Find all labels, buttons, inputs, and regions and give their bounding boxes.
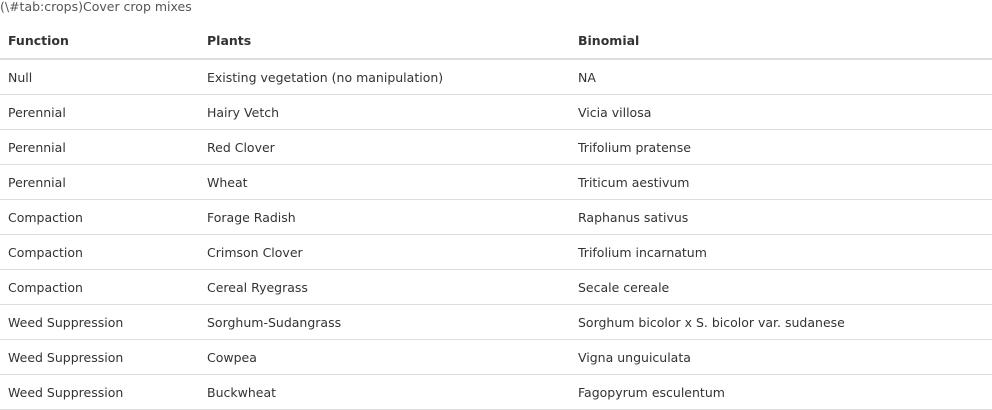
- cell-binomial: Vicia villosa: [570, 94, 992, 130]
- table-row: Compaction Cereal Ryegrass Secale cereal…: [0, 269, 992, 305]
- cell-binomial: Raphanus sativus: [570, 199, 992, 235]
- table-row: Compaction Crimson Clover Trifolium inca…: [0, 234, 992, 270]
- cell-function: Null: [0, 59, 199, 95]
- cell-function: Compaction: [0, 269, 199, 305]
- table-row: Perennial Wheat Triticum aestivum: [0, 164, 992, 200]
- table-header-row: Function Plants Binomial: [0, 23, 992, 60]
- table-caption: (\#tab:crops)Cover crop mixes: [0, 0, 192, 14]
- header-function: Function: [0, 23, 199, 60]
- cell-binomial: Trifolium pratense: [570, 129, 992, 165]
- table-row: Perennial Hairy Vetch Vicia villosa: [0, 94, 992, 130]
- cell-function: Weed Suppression: [0, 374, 199, 410]
- cell-binomial: Triticum aestivum: [570, 164, 992, 200]
- cell-plants: Hairy Vetch: [199, 94, 570, 130]
- cell-function: Weed Suppression: [0, 304, 199, 340]
- header-plants: Plants: [199, 23, 570, 60]
- table-row: Compaction Forage Radish Raphanus sativu…: [0, 199, 992, 235]
- cell-binomial: Fagopyrum esculentum: [570, 374, 992, 410]
- cell-binomial: Trifolium incarnatum: [570, 234, 992, 270]
- cell-plants: Forage Radish: [199, 199, 570, 235]
- cell-plants: Wheat: [199, 164, 570, 200]
- cell-plants: Red Clover: [199, 129, 570, 165]
- table-row: Null Existing vegetation (no manipulatio…: [0, 59, 992, 95]
- cell-function: Perennial: [0, 164, 199, 200]
- cell-binomial: NA: [570, 59, 992, 95]
- cell-binomial: Sorghum bicolor x S. bicolor var. sudane…: [570, 304, 992, 340]
- cell-function: Compaction: [0, 199, 199, 235]
- cell-plants: Cereal Ryegrass: [199, 269, 570, 305]
- cell-function: Compaction: [0, 234, 199, 270]
- cell-plants: Existing vegetation (no manipulation): [199, 59, 570, 95]
- cell-plants: Cowpea: [199, 339, 570, 375]
- cell-function: Weed Suppression: [0, 339, 199, 375]
- header-binomial: Binomial: [570, 23, 992, 60]
- cell-binomial: Secale cereale: [570, 269, 992, 305]
- cell-function: Perennial: [0, 129, 199, 165]
- cell-function: Perennial: [0, 94, 199, 130]
- cell-plants: Sorghum-Sudangrass: [199, 304, 570, 340]
- cell-plants: Buckwheat: [199, 374, 570, 410]
- table-row: Weed Suppression Buckwheat Fagopyrum esc…: [0, 374, 992, 410]
- cell-binomial: Vigna unguiculata: [570, 339, 992, 375]
- cell-plants: Crimson Clover: [199, 234, 570, 270]
- table-row: Weed Suppression Sorghum-Sudangrass Sorg…: [0, 304, 992, 340]
- table-row: Weed Suppression Cowpea Vigna unguiculat…: [0, 339, 992, 375]
- table-row: Perennial Red Clover Trifolium pratense: [0, 129, 992, 165]
- cover-crop-table: Function Plants Binomial Null Existing v…: [0, 23, 992, 410]
